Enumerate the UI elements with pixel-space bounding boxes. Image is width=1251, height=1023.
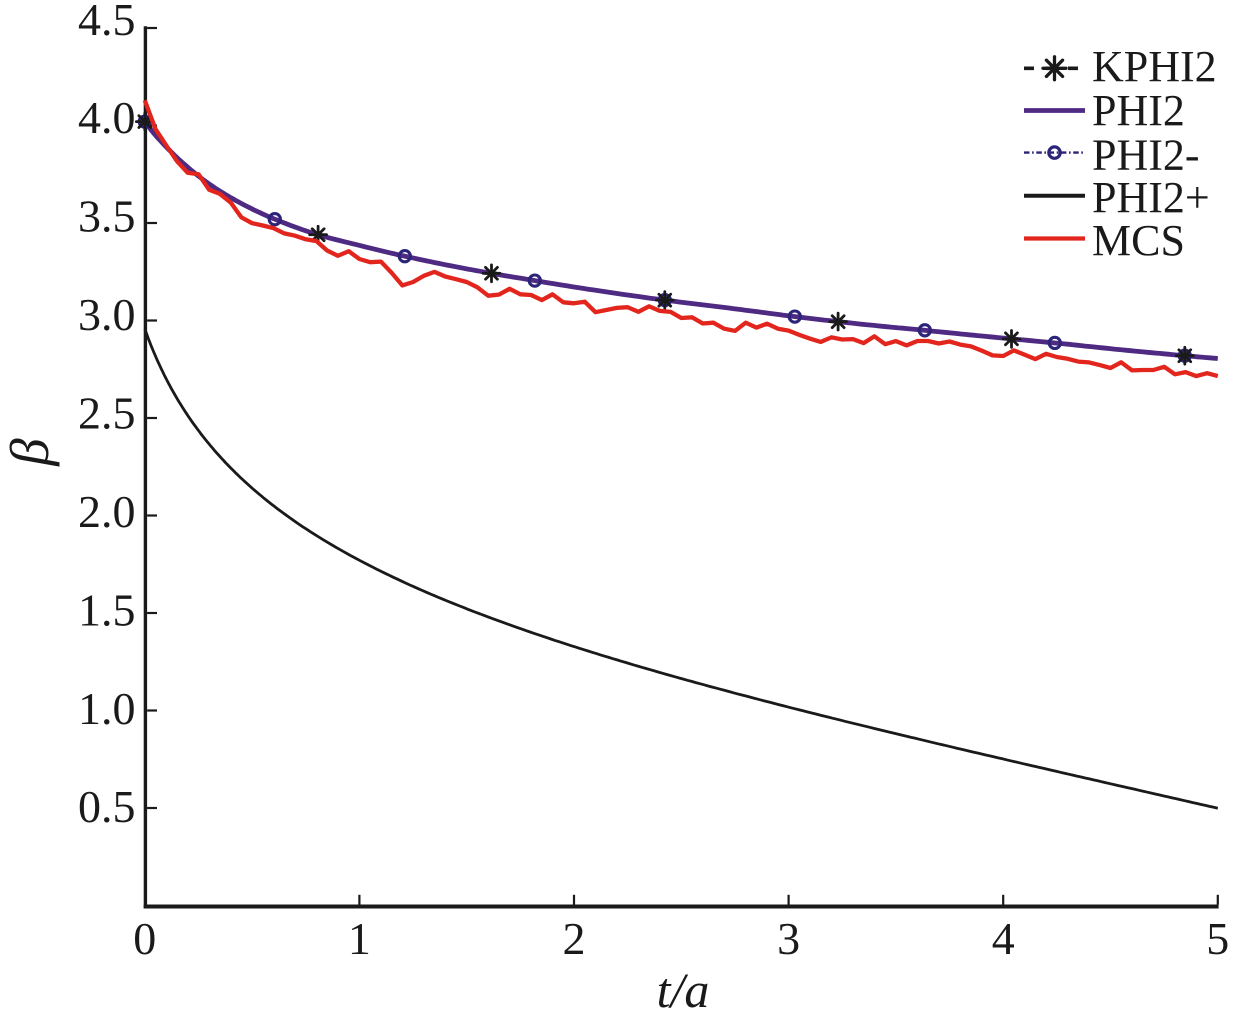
- svg-text:PHI2-: PHI2-: [1092, 131, 1200, 180]
- svg-text:4.5: 4.5: [78, 0, 136, 45]
- svg-text:t/a: t/a: [657, 962, 710, 1018]
- svg-text:4: 4: [992, 913, 1015, 964]
- svg-text:3: 3: [777, 913, 800, 964]
- svg-text:0: 0: [133, 913, 156, 964]
- svg-text:1.5: 1.5: [78, 584, 136, 635]
- svg-text:0.5: 0.5: [78, 781, 136, 832]
- svg-text:2.0: 2.0: [78, 486, 136, 537]
- svg-text:1: 1: [348, 913, 371, 964]
- svg-text:2.5: 2.5: [78, 388, 136, 439]
- svg-text:4.0: 4.0: [78, 92, 136, 143]
- svg-text:1.0: 1.0: [78, 683, 136, 734]
- svg-text:PHI2: PHI2: [1092, 86, 1185, 135]
- svg-text:MCS: MCS: [1092, 216, 1185, 265]
- svg-text:PHI2+: PHI2+: [1092, 173, 1210, 222]
- svg-text:3.0: 3.0: [78, 289, 136, 340]
- svg-text:β: β: [0, 438, 60, 467]
- svg-text:2: 2: [563, 913, 586, 964]
- svg-text:5: 5: [1206, 913, 1229, 964]
- svg-text:KPHI2: KPHI2: [1092, 42, 1217, 91]
- svg-text:3.5: 3.5: [78, 191, 136, 242]
